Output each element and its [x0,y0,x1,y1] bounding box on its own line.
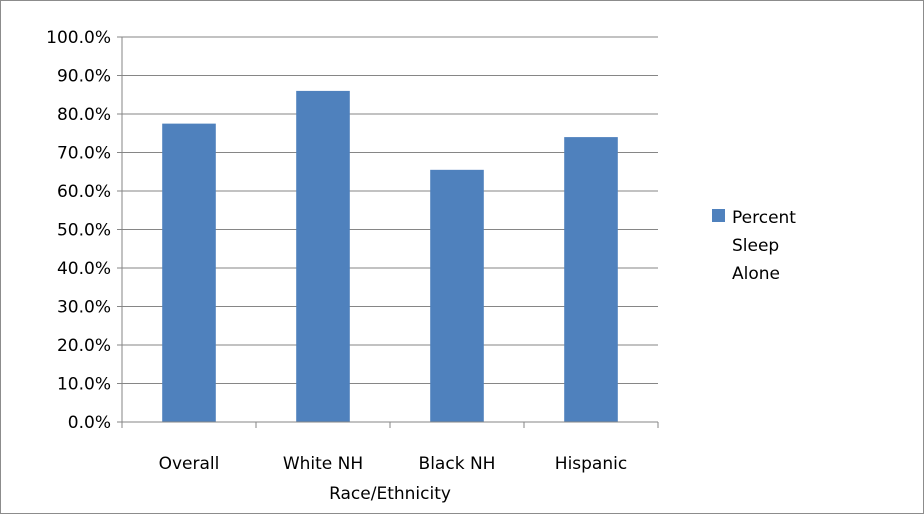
y-tick-label: 70.0% [57,144,111,164]
legend-label-line: Sleep [732,236,779,256]
y-tick-label: 60.0% [57,182,111,202]
x-tick-labels: Overall White NH Black NH Hispanic [121,422,659,474]
y-tick-label: 10.0% [57,375,111,395]
y-tick-label: 90.0% [57,67,111,87]
bar [162,123,216,422]
y-tick-label: 40.0% [57,259,111,279]
bar [430,169,484,422]
y-tick-label: 80.0% [57,105,111,125]
x-tick-label: Hispanic [555,454,627,474]
y-tick-label: 20.0% [57,336,111,356]
legend-label: Percent Sleep Alone [732,208,796,284]
legend-label-line: Percent [732,208,796,228]
y-tick-label: 50.0% [57,221,111,241]
bar [564,137,618,422]
y-tick-labels: 0.0% 10.0% 20.0% 30.0% 40.0% 50.0% 60.0% 70.0% 8… [46,28,111,433]
x-tick-label: Black NH [419,454,496,474]
bars [162,90,618,423]
x-tick-label: White NH [283,454,363,474]
y-tick-label: 30.0% [57,298,111,318]
y-tick-label: 100.0% [46,28,111,48]
x-tick-label: Overall [159,454,220,474]
legend-swatch [712,209,725,222]
y-tick-label: 0.0% [68,413,111,433]
legend: Percent Sleep Alone [712,208,796,284]
legend-label-line: Alone [732,264,780,284]
x-axis-title: Race/Ethnicity [329,484,451,504]
bar [296,90,350,423]
